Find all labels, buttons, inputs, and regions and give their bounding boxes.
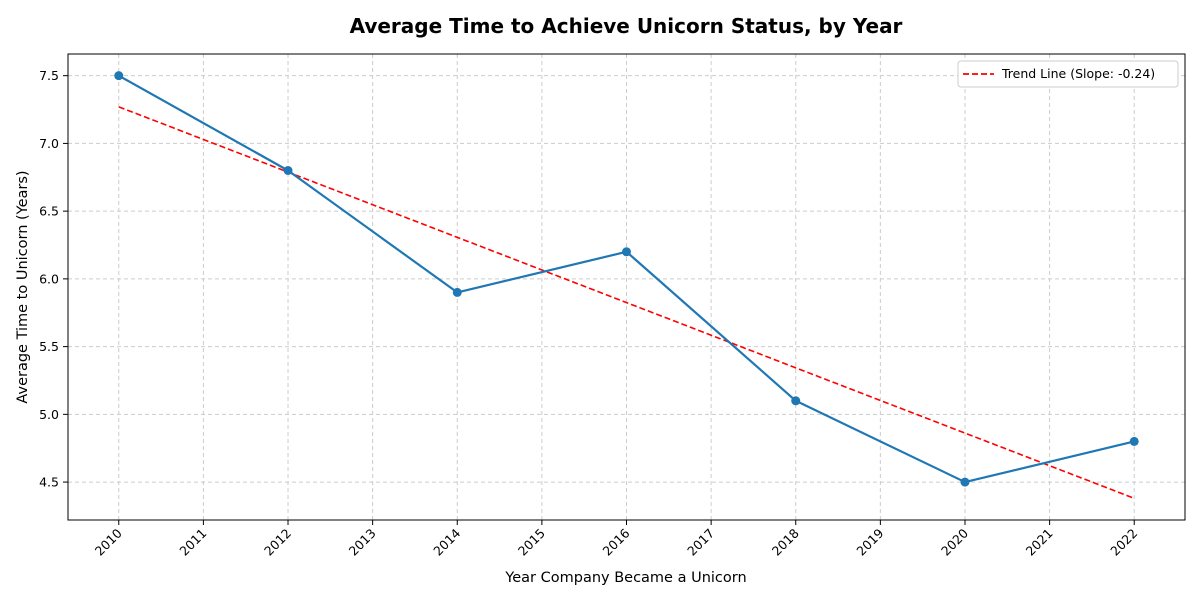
x-tick-label: 2010 [92,525,125,558]
legend: Trend Line (Slope: -0.24) [957,60,1179,88]
legend-trend-label: Trend Line (Slope: -0.24) [1001,66,1155,81]
data-point [960,477,970,487]
grid-lines [68,54,1185,520]
data-point [283,166,293,175]
y-tick-label: 5.0 [39,407,59,422]
x-tick-label: 2011 [176,526,209,559]
x-tick-label: 2020 [938,525,971,558]
data-point [791,396,801,406]
y-tick-label: 7.0 [39,136,59,151]
x-tick-label: 2013 [346,526,379,559]
x-tick-label: 2015 [515,526,548,559]
y-tick-label: 5.5 [39,339,59,354]
y-tick-label: 4.5 [39,475,59,490]
y-tick-label: 7.5 [39,68,59,83]
x-tick-label: 2014 [430,525,463,558]
data-point [452,287,462,297]
x-tick-label: 2019 [853,525,886,558]
y-axis-ticks: 4.5 5.0 5.5 6.0 6.5 7.0 7.5 [39,68,68,490]
x-axis-label: Year Company Became a Unicorn [504,570,746,586]
data-point [1129,436,1139,446]
x-tick-label: 2012 [261,526,294,559]
x-axis-ticks: 2010 2011 2012 2013 2014 2015 2016 2017 2018 2019… [92,520,1140,559]
y-tick-label: 6.5 [39,204,59,219]
data-point [114,71,124,81]
x-tick-label: 2022 [1107,526,1140,559]
data-point [622,247,631,257]
chart-title: Average Time to Achieve Unicorn Status, … [350,14,903,38]
x-tick-label: 2021 [1023,526,1056,559]
x-tick-label: 2016 [600,525,633,558]
x-tick-label: 2017 [684,526,717,559]
series-layer [114,71,1139,487]
legend-box [957,60,1179,88]
x-tick-label: 2018 [769,525,802,558]
y-axis-label: Average Time to Unicorn (Years) [15,170,31,403]
y-tick-label: 6.0 [39,271,59,286]
